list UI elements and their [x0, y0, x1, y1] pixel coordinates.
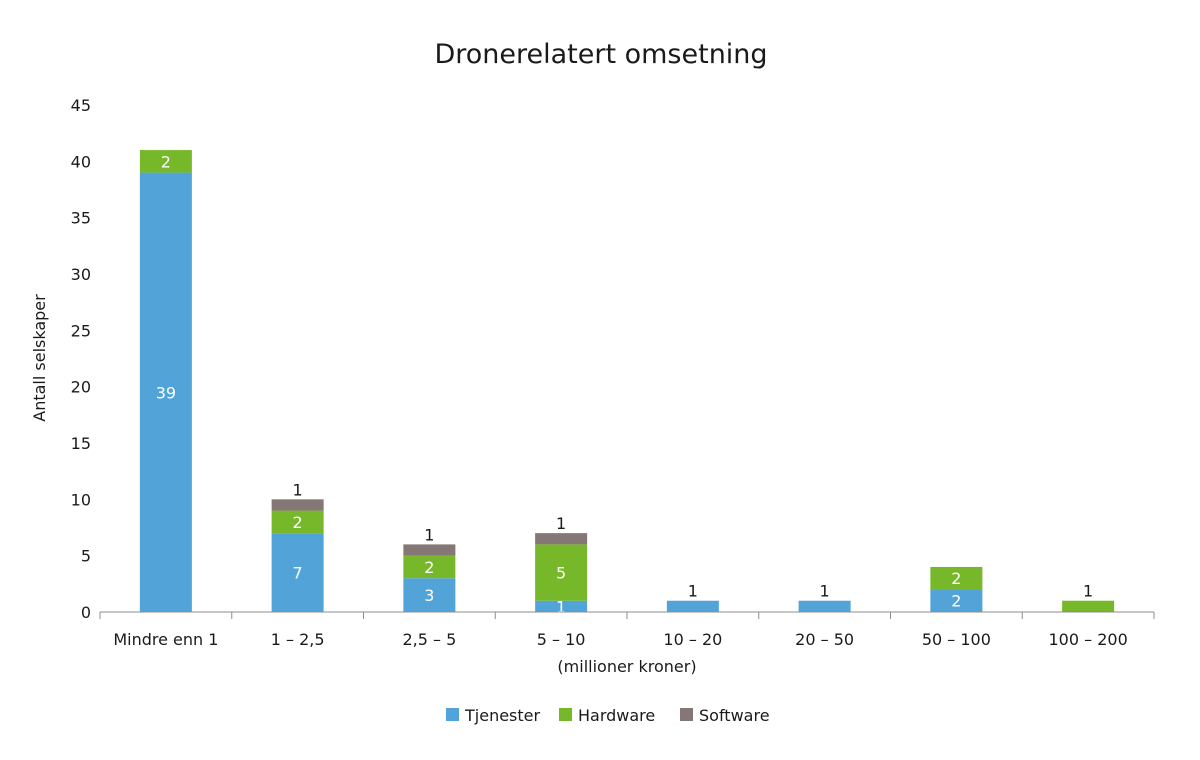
y-tick-label-2: 10 [71, 490, 91, 509]
bar-segment-2-2 [403, 544, 456, 556]
y-tick-label-9: 45 [71, 96, 91, 115]
bar-segment-3-0 [535, 600, 588, 612]
data-label-1-0: 7 [293, 564, 303, 583]
bar-segment-7-1 [1062, 600, 1115, 612]
bar-segment-6-1 [930, 566, 983, 590]
data-label-2-1: 2 [424, 558, 434, 577]
bar-segment-6-0 [930, 589, 983, 612]
bar-segment-0-0 [139, 172, 192, 612]
data-label-3-1: 5 [556, 564, 566, 583]
bar-segment-2-1 [403, 555, 456, 579]
x-tick-label-3: 5 – 10 [537, 630, 586, 649]
x-tick-label-7: 100 – 200 [1049, 630, 1128, 649]
data-labels-group: 39 2 7 2 1 3 2 1 1 5 1 1 1 2 2 1 [156, 152, 1094, 616]
chart-title: Dronerelatert omsetning [434, 39, 767, 70]
bar-segment-5-0 [798, 600, 851, 612]
x-axis: Mindre enn 1 1 – 2,5 2,5 – 5 5 – 10 10 – 20 2… [99, 611, 1155, 649]
y-tick-label-6: 30 [71, 265, 91, 284]
x-axis-title: (millioner kroner) [557, 657, 696, 676]
y-tick-label-4: 20 [71, 378, 91, 397]
data-label-4-0: 1 [688, 582, 698, 601]
y-tick-label-8: 40 [71, 152, 91, 171]
data-label-7-1: 1 [1083, 582, 1093, 601]
bar-segment-1-1 [271, 510, 324, 534]
x-tick-label-4: 10 – 20 [663, 630, 722, 649]
data-label-0-0: 39 [156, 383, 176, 402]
bar-segment-0-1 [139, 150, 192, 173]
data-label-3-0: 1 [556, 597, 566, 616]
x-tick-label-6: 50 – 100 [922, 630, 991, 649]
y-tick-label-1: 5 [81, 547, 91, 566]
y-tick-label-0: 0 [81, 603, 91, 622]
legend: Tjenester Hardware Software [446, 706, 770, 725]
legend-swatch-2 [680, 708, 693, 721]
x-tick-label-5: 20 – 50 [795, 630, 854, 649]
data-label-0-1: 2 [161, 152, 171, 171]
legend-swatch-0 [446, 708, 459, 721]
data-label-2-2: 1 [424, 525, 434, 544]
bar-segment-4-0 [666, 600, 719, 612]
bar-segment-1-0 [271, 533, 324, 612]
bar-segment-2-0 [403, 578, 456, 612]
legend-label-1: Hardware [578, 706, 655, 725]
y-tick-label-5: 25 [71, 321, 91, 340]
x-tick-label-1: 1 – 2,5 [271, 630, 325, 649]
data-label-2-0: 3 [424, 586, 434, 605]
legend-swatch-1 [559, 708, 572, 721]
x-tick-label-0: Mindre enn 1 [113, 630, 218, 649]
data-label-6-0: 2 [951, 592, 961, 611]
y-tick-label-3: 15 [71, 434, 91, 453]
y-axis-title: Antall selskaper [30, 294, 49, 422]
data-label-1-2: 1 [293, 480, 303, 499]
legend-label-0: Tjenester [464, 706, 541, 725]
x-tick-label-2: 2,5 – 5 [402, 630, 456, 649]
bar-segment-1-2 [271, 499, 324, 511]
bar-segment-3-1 [535, 544, 588, 601]
data-label-5-0: 1 [820, 582, 830, 601]
y-axis-ticks: 0 5 10 15 20 25 30 35 40 45 [71, 96, 91, 622]
data-label-3-2: 1 [556, 514, 566, 533]
data-label-1-1: 2 [293, 513, 303, 532]
y-tick-label-7: 35 [71, 209, 91, 228]
data-label-6-1: 2 [951, 569, 961, 588]
legend-label-2: Software [699, 706, 770, 725]
bar-segment-3-2 [535, 533, 588, 545]
bars-group [139, 150, 1115, 612]
